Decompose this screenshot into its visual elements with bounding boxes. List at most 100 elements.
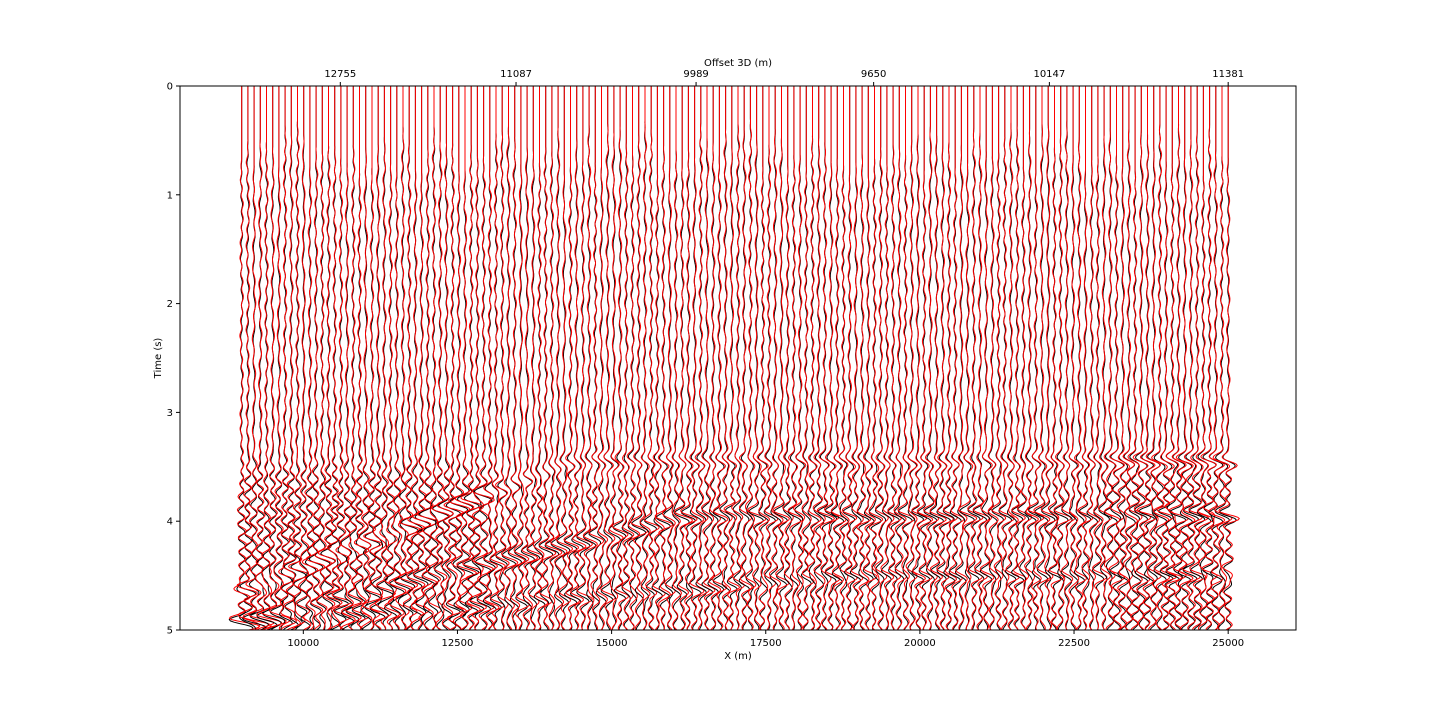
trace-red-146 — [1136, 86, 1158, 630]
trace-red-84 — [756, 86, 770, 630]
x-axis-ticks: 10000 12500 15000 17500 20000 22500 25000 — [287, 630, 1244, 649]
trace-red-143 — [1122, 86, 1138, 630]
trace-red-136 — [1077, 86, 1094, 630]
trace-red-49 — [538, 86, 557, 630]
y-axis-ticks: 0 1 2 3 4 5 — [167, 82, 180, 637]
trace-red-106 — [893, 86, 907, 630]
trace-red-110 — [916, 86, 934, 630]
trace-red-105 — [887, 86, 902, 630]
trace-red-31 — [425, 86, 442, 630]
trace-red-46 — [521, 86, 539, 630]
trace-red-21 — [362, 86, 383, 630]
trace-red-124 — [1005, 86, 1020, 630]
trace-red-86 — [768, 86, 784, 630]
trace-red-28 — [406, 86, 426, 630]
trace-red-83 — [747, 86, 767, 630]
top-axis-ticks: 12755 11087 9989 9650 10147 11381 — [324, 69, 1244, 86]
trace-red-9 — [287, 86, 310, 630]
trace-red-81 — [738, 86, 753, 630]
trace-red-52 — [555, 86, 574, 630]
trace-red-107 — [897, 86, 916, 630]
trace-red-29 — [412, 86, 433, 630]
trace-red-147 — [1145, 86, 1162, 630]
trace-red-50 — [545, 86, 563, 630]
trace-red-0 — [228, 86, 261, 630]
trace-red-113 — [936, 86, 954, 630]
y-tick-label: 4 — [167, 517, 173, 528]
trace-red-126 — [1016, 86, 1033, 630]
trace-black-131 — [1048, 86, 1062, 630]
trace-black-94 — [817, 86, 833, 630]
trace-red-95 — [823, 86, 841, 630]
top-axis-title: Offset 3D (m) — [704, 58, 772, 69]
trace-red-18 — [344, 86, 363, 630]
trace-red-133 — [1061, 86, 1076, 630]
trace-red-58 — [596, 86, 609, 630]
x-tick-label: 17500 — [750, 638, 782, 649]
trace-red-138 — [1092, 86, 1108, 630]
trace-red-25 — [387, 86, 407, 630]
trace-red-139 — [1097, 86, 1113, 630]
trace-black-55 — [576, 86, 591, 630]
trace-red-37 — [460, 86, 483, 630]
trace-red-134 — [1068, 86, 1080, 630]
trace-black-108 — [907, 86, 918, 630]
trace-red-122 — [990, 86, 1007, 630]
trace-red-132 — [1053, 86, 1072, 630]
x-tick-label: 10000 — [287, 638, 319, 649]
trace-red-118 — [967, 86, 984, 630]
trace-red-77 — [711, 86, 729, 630]
top-tick-label: 9650 — [861, 69, 886, 80]
trace-red-102 — [868, 86, 884, 630]
trace-red-73 — [689, 86, 705, 630]
trace-red-145 — [1132, 86, 1152, 630]
trace-red-109 — [911, 86, 928, 630]
trace-red-68 — [654, 86, 674, 630]
trace-red-11 — [301, 86, 319, 630]
trace-red-128 — [1026, 86, 1045, 630]
trace-red-87 — [772, 86, 790, 630]
trace-red-111 — [923, 86, 940, 630]
trace-red-71 — [673, 86, 693, 630]
trace-red-72 — [680, 86, 698, 630]
trace-red-64 — [630, 86, 649, 630]
trace-black-65 — [639, 86, 650, 630]
trace-red-130 — [1040, 86, 1059, 630]
top-tick-label: 12755 — [324, 69, 356, 80]
trace-red-69 — [661, 86, 676, 630]
trace-red-48 — [532, 86, 549, 630]
trace-red-19 — [351, 86, 370, 630]
trace-red-99 — [850, 86, 864, 630]
x-tick-label: 12500 — [442, 638, 474, 649]
trace-red-5 — [260, 86, 287, 630]
trace-red-96 — [830, 86, 847, 630]
traces-layer — [228, 86, 1241, 630]
x-tick-label: 25000 — [1212, 638, 1244, 649]
trace-red-57 — [588, 86, 605, 630]
trace-red-53 — [563, 86, 581, 630]
trace-red-56 — [582, 86, 598, 630]
trace-red-2 — [242, 86, 272, 630]
x-tick-label: 22500 — [1058, 638, 1090, 649]
trace-red-116 — [955, 86, 968, 630]
trace-red-33 — [436, 86, 454, 630]
y-tick-label: 2 — [167, 299, 173, 310]
trace-red-6 — [268, 86, 292, 630]
trace-red-150 — [1164, 86, 1183, 630]
trace-red-51 — [550, 86, 568, 630]
trace-red-16 — [331, 86, 352, 630]
trace-red-88 — [782, 86, 794, 630]
trace-red-26 — [393, 86, 414, 630]
trace-red-135 — [1073, 86, 1088, 630]
trace-red-79 — [723, 86, 741, 630]
trace-red-104 — [880, 86, 895, 630]
trace-red-42 — [494, 86, 510, 630]
trace-red-119 — [972, 86, 990, 630]
trace-red-98 — [841, 86, 858, 630]
trace-red-125 — [1011, 86, 1027, 630]
trace-red-67 — [652, 86, 666, 630]
trace-red-100 — [856, 86, 872, 630]
trace-red-117 — [958, 86, 978, 630]
trace-red-158 — [1212, 86, 1233, 630]
